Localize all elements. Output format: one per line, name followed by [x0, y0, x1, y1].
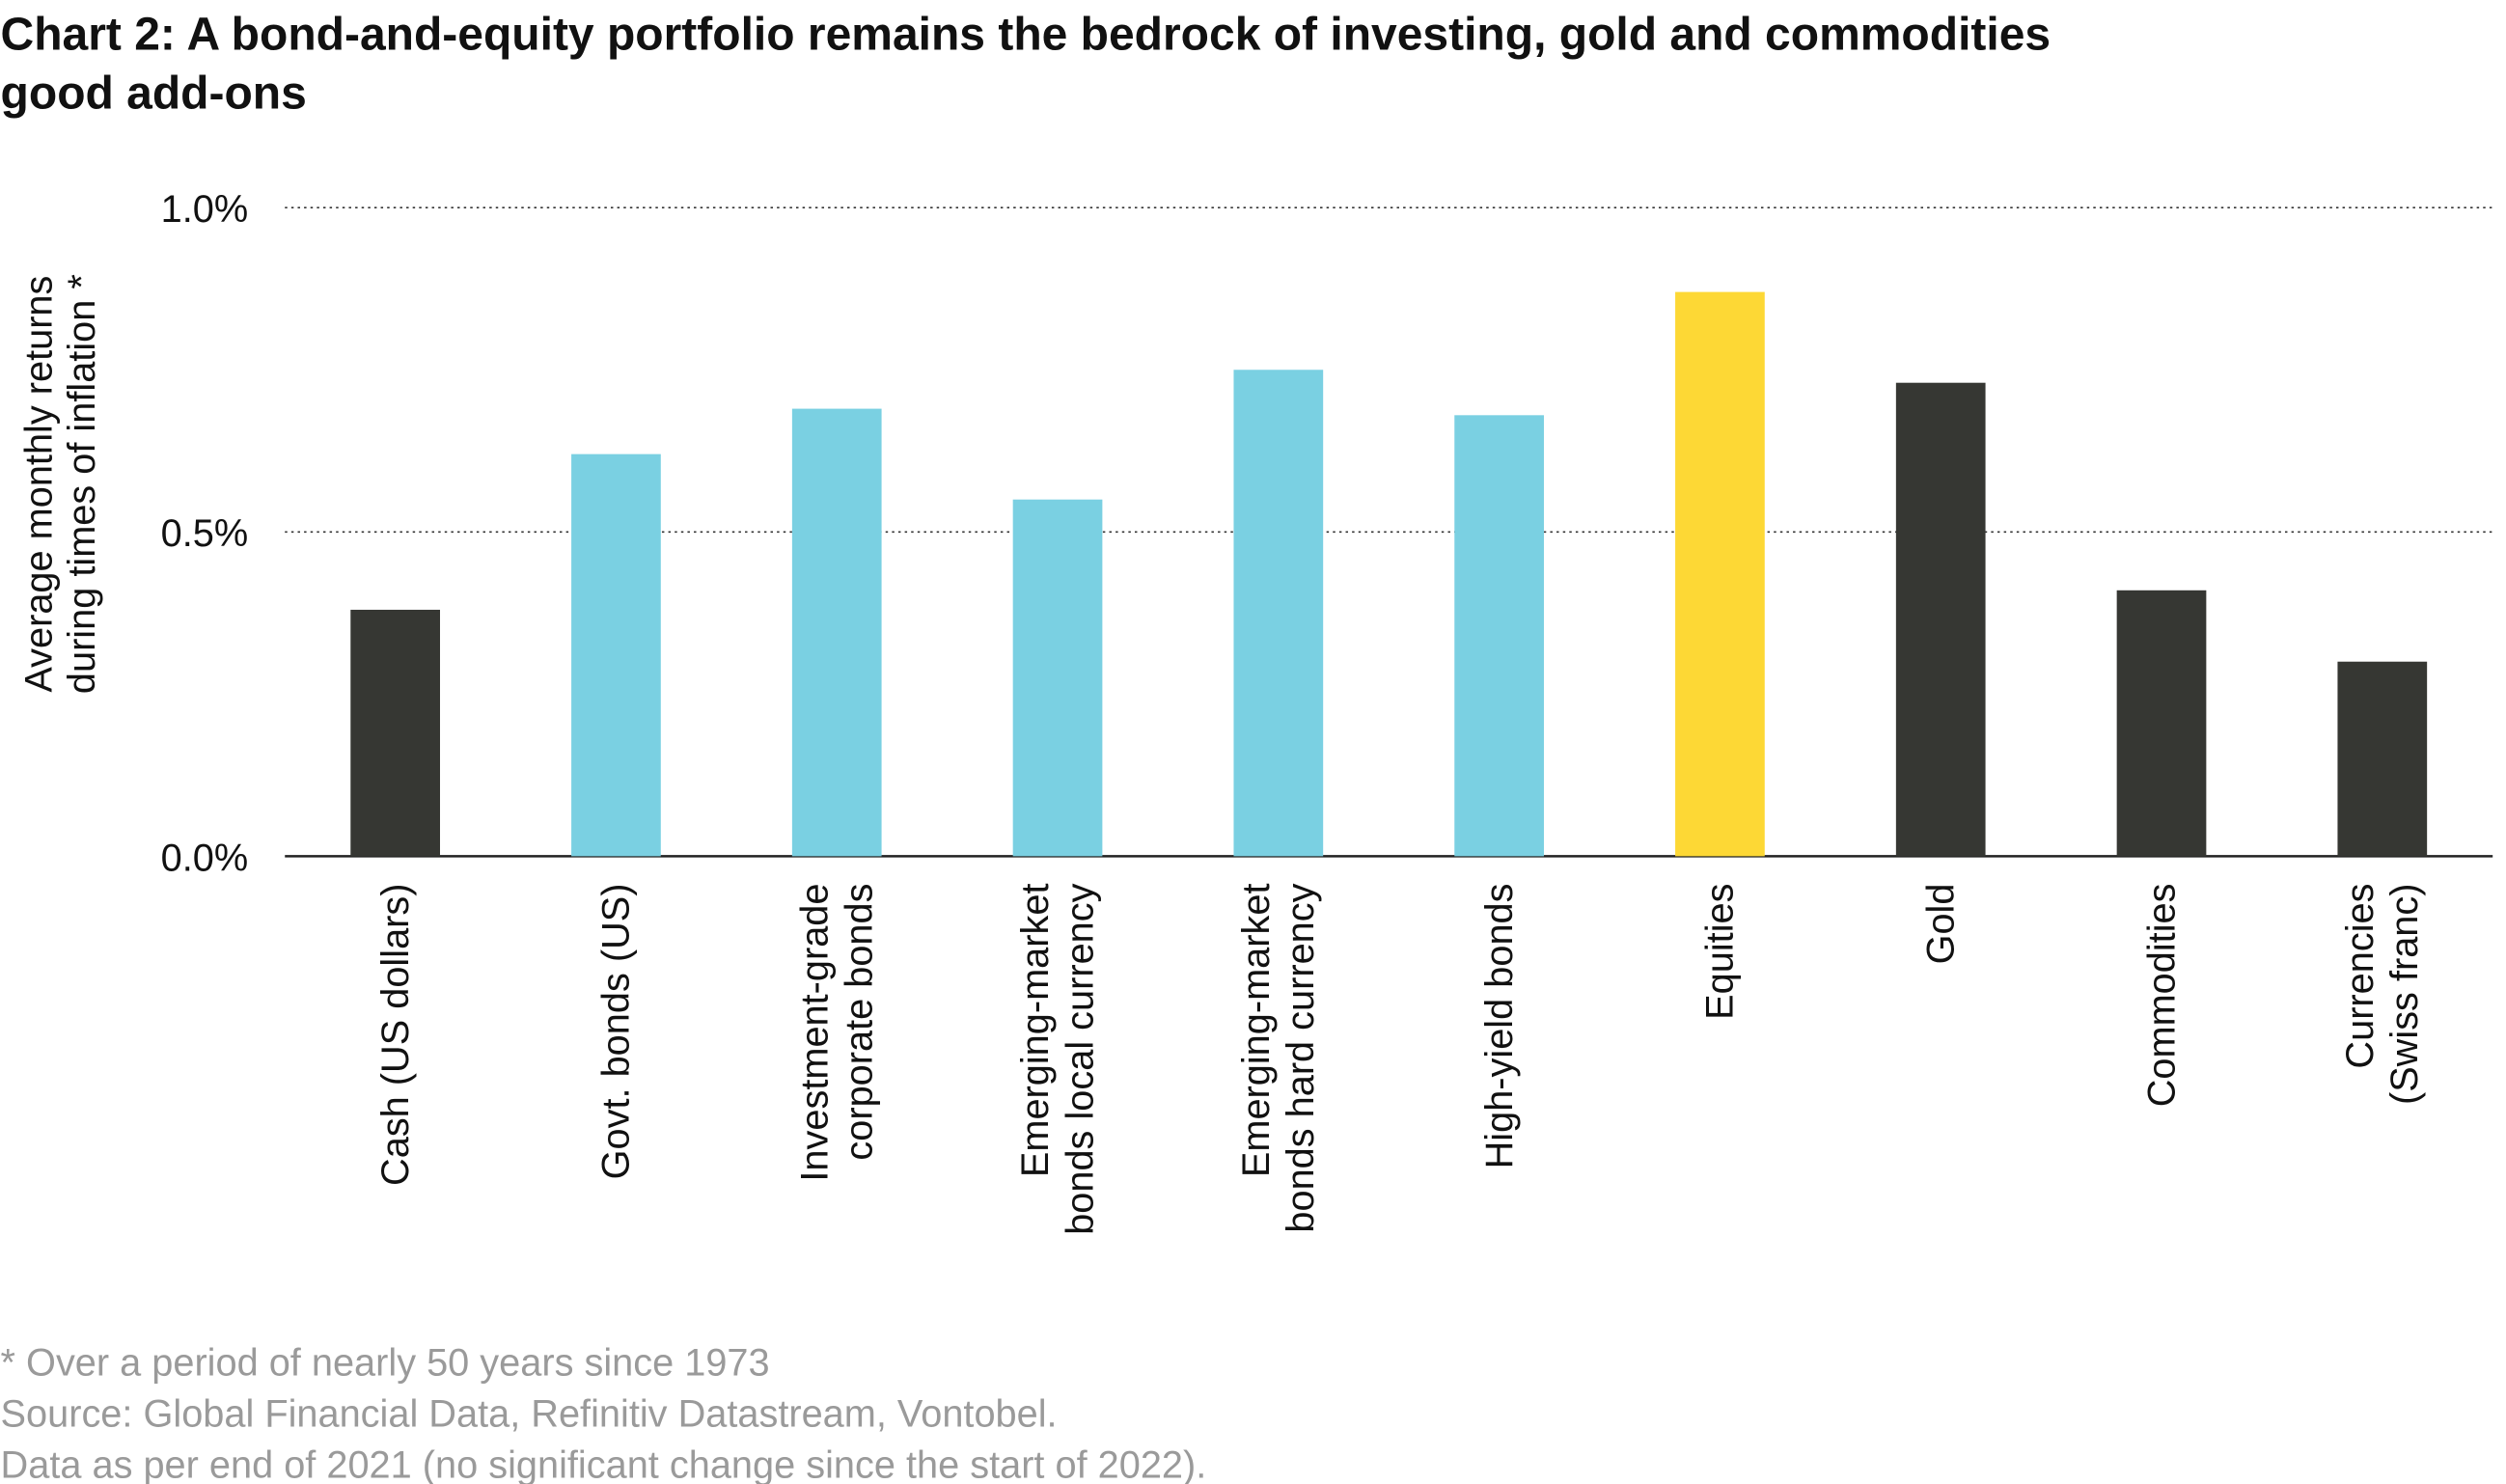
- bar: [571, 453, 661, 857]
- bar: [1012, 499, 1103, 857]
- bar: [350, 609, 440, 857]
- y-axis-label: during times of inflation *: [61, 274, 103, 694]
- x-tick-label: corporate bonds: [839, 884, 881, 1161]
- y-axis-label: Average monthly returns: [18, 276, 61, 693]
- x-tick-label: Cash (US dollars): [374, 884, 417, 1186]
- x-tick-label: Currencies: [2339, 884, 2382, 1069]
- x-tick-label: Govt. bonds (US): [595, 884, 638, 1180]
- footnote: * Over a period of nearly 50 years since…: [1, 1341, 770, 1384]
- x-tick-label: Investment-grade: [793, 884, 836, 1182]
- footnote: Data as per end of 2021 (no significant …: [1, 1443, 1207, 1484]
- x-tick-label: Emerging-market: [1014, 884, 1057, 1178]
- x-tick-label: Gold: [1919, 884, 1962, 965]
- chart-title: Chart 2: A bond-and-equity portfolio rem…: [1, 9, 2052, 60]
- x-tick-label: Equities: [1699, 884, 1742, 1020]
- y-tick-label: 1.0%: [161, 188, 249, 231]
- x-tick-label: bonds local currency: [1059, 883, 1101, 1234]
- y-tick-label: 0.0%: [161, 837, 249, 879]
- x-tick-label: High-yield bonds: [1478, 884, 1521, 1169]
- bar: [1675, 291, 1765, 857]
- footnote: Source: Global Financial Data, Refinitiv…: [1, 1392, 1058, 1435]
- x-tick-label: Commodities: [2140, 884, 2183, 1108]
- chart-title: good add-ons: [1, 69, 307, 120]
- bar: [2337, 661, 2428, 857]
- x-tick-label: Emerging-market: [1235, 884, 1278, 1178]
- bar: [1454, 415, 1544, 857]
- bar: [791, 408, 882, 857]
- bar: [1233, 370, 1324, 857]
- x-tick-label: bonds hard currency: [1280, 883, 1322, 1232]
- x-tick-label: (Swiss franc): [2383, 884, 2426, 1106]
- y-tick-label: 0.5%: [161, 512, 249, 555]
- bar: [1895, 382, 1986, 857]
- bar: [2116, 590, 2207, 857]
